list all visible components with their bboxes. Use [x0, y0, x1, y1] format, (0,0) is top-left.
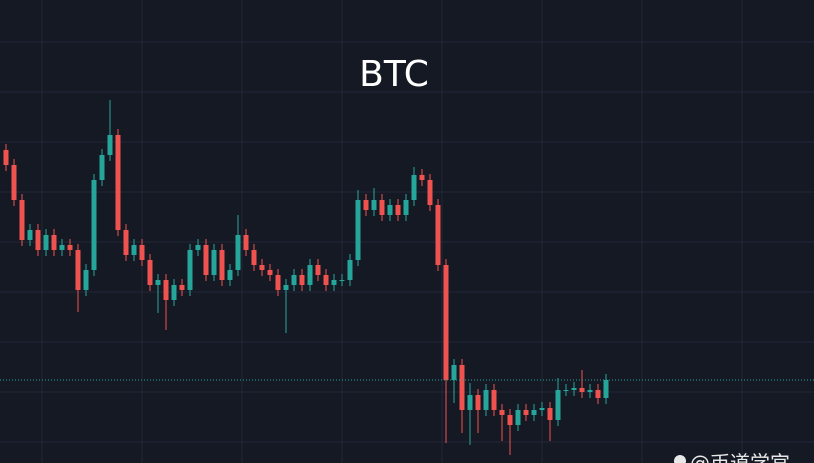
candle-body: [531, 410, 537, 415]
candle-body: [99, 155, 105, 180]
candle-body: [435, 205, 441, 265]
candle-body: [291, 275, 297, 285]
candle-body: [155, 280, 161, 285]
candle-body: [443, 265, 449, 380]
candle-body: [403, 200, 409, 215]
candle-body: [491, 390, 497, 410]
candle-body: [507, 415, 513, 425]
candle-body: [83, 270, 89, 290]
candle-body: [379, 200, 385, 215]
candle-body: [11, 165, 17, 200]
candle-body: [459, 365, 465, 410]
candle-body: [571, 388, 577, 390]
candle-body: [35, 230, 41, 250]
candle-body: [427, 180, 433, 205]
candle-body: [339, 280, 345, 281]
candle-body: [19, 200, 25, 240]
candle-body: [371, 200, 377, 210]
candle-body: [579, 388, 585, 392]
candle-body: [323, 275, 329, 285]
candle-body: [187, 250, 193, 290]
candle-body: [467, 395, 473, 410]
candle-body: [419, 175, 425, 180]
candle-body: [203, 245, 209, 275]
candle-body: [539, 408, 545, 410]
candle-body: [219, 250, 225, 280]
candle-body: [211, 250, 217, 275]
candle-body: [3, 150, 9, 165]
candle-body: [307, 265, 313, 285]
candle-body: [315, 265, 321, 275]
watermark-icon: [674, 455, 686, 463]
watermark: @币道学宫: [690, 451, 790, 463]
candle-body: [387, 205, 393, 215]
candle-body: [67, 245, 73, 250]
candle-body: [195, 245, 201, 250]
candle-body: [251, 250, 257, 265]
candle-body: [283, 285, 289, 290]
candle-body: [523, 410, 529, 415]
candle-body: [171, 285, 177, 300]
candle-body: [547, 408, 553, 420]
candle-body: [331, 280, 337, 285]
candle-body: [51, 235, 57, 250]
candle-body: [163, 280, 169, 300]
candle-body: [115, 135, 121, 230]
candle-body: [555, 390, 561, 420]
candle-body: [595, 390, 601, 398]
candle-body: [27, 230, 33, 240]
candle-body: [563, 390, 569, 391]
candle-body: [499, 410, 505, 415]
candle-body: [451, 365, 457, 380]
candle-body: [347, 260, 353, 280]
candle-body: [483, 390, 489, 410]
candle-body: [395, 205, 401, 215]
candle-body: [515, 410, 521, 425]
candle-body: [363, 200, 369, 210]
candle-body: [235, 235, 241, 270]
candle-body: [587, 390, 593, 392]
candle-body: [227, 270, 233, 280]
candle-body: [91, 180, 97, 270]
candle-body: [267, 270, 273, 275]
chart-title: BTC: [359, 54, 429, 95]
candle-body: [59, 245, 65, 250]
candle-body: [299, 275, 305, 285]
candles: [0, 100, 814, 455]
candle-body: [411, 175, 417, 200]
candle-body: [179, 285, 185, 290]
candle-body: [131, 245, 137, 255]
candle-body: [355, 200, 361, 260]
candle-body: [259, 265, 265, 270]
candle-body: [275, 275, 281, 290]
candle-body: [75, 250, 81, 290]
candle-body: [43, 235, 49, 250]
candle-body: [475, 395, 481, 410]
candle-body: [147, 260, 153, 285]
candle-body: [603, 380, 609, 398]
candle-body: [123, 230, 129, 255]
candle-body: [243, 235, 249, 250]
candle-body: [139, 245, 145, 260]
candle-body: [107, 135, 113, 155]
